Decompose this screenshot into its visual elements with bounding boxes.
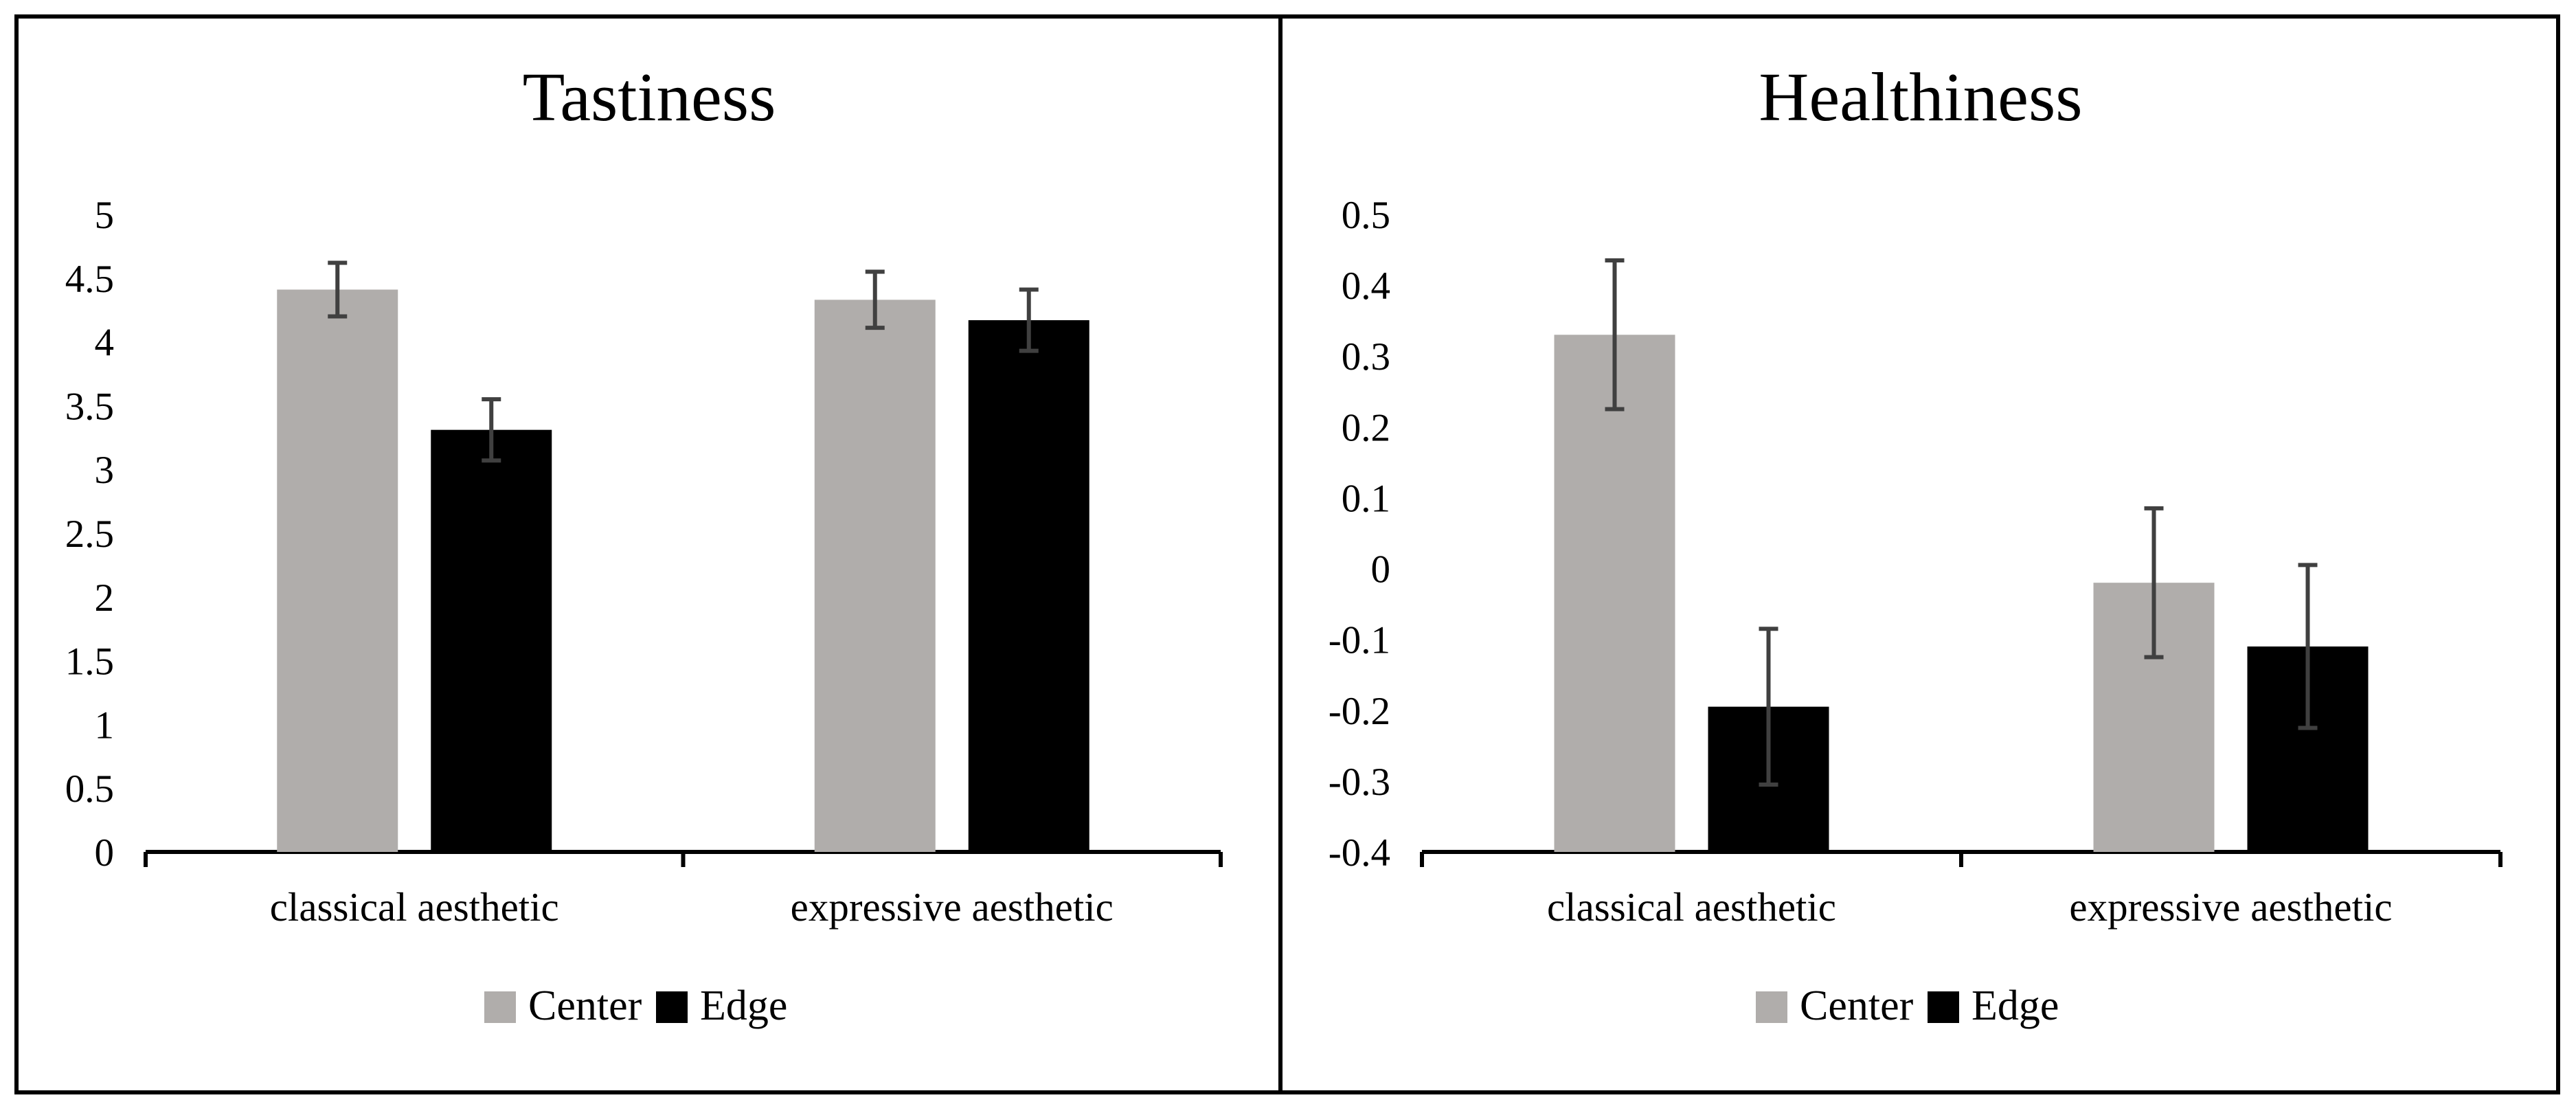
- legend-label-edge: Edge: [700, 982, 787, 1029]
- chart-title: Healthiness: [1759, 58, 2082, 135]
- y-tick-label: 1.5: [65, 640, 114, 684]
- legend-label-edge: Edge: [1971, 982, 2059, 1029]
- y-tick-label: 0.3: [1342, 335, 1390, 379]
- y-tick-label: 0.1: [1342, 477, 1390, 520]
- chart-title: Tastiness: [523, 58, 776, 135]
- y-tick-label: -0.2: [1329, 690, 1390, 733]
- bar-center: [1554, 335, 1675, 852]
- legend-swatch-center: [1756, 991, 1787, 1023]
- legend-label-center: Center: [1800, 982, 1914, 1029]
- legend: Center Edge: [484, 982, 787, 1029]
- y-tick-label: 0: [95, 831, 115, 875]
- y-tick-label: -0.3: [1329, 761, 1390, 804]
- legend: Center Edge: [1756, 982, 2059, 1029]
- y-tick-label: 5: [95, 194, 115, 237]
- x-category-label: expressive aesthetic: [2069, 884, 2392, 930]
- y-tick-label: 3.5: [65, 385, 114, 428]
- legend-swatch-center: [484, 991, 516, 1023]
- legend-swatch-edge: [656, 991, 688, 1023]
- y-tick-label: 0: [1371, 548, 1391, 592]
- x-category-label: classical aesthetic: [270, 884, 559, 930]
- y-tick-label: 3: [95, 449, 115, 492]
- x-category-label: classical aesthetic: [1547, 884, 1836, 930]
- y-tick-label: 2: [95, 576, 115, 620]
- y-tick-label: 0.5: [65, 767, 114, 811]
- legend-label-center: Center: [528, 982, 642, 1029]
- y-tick-label: 2.5: [65, 513, 114, 556]
- bar-center: [277, 289, 398, 852]
- legend-swatch-edge: [1928, 991, 1959, 1023]
- y-tick-label: 1: [95, 704, 115, 747]
- y-tick-label: -0.4: [1329, 831, 1390, 875]
- y-tick-label: 0.4: [1342, 265, 1390, 308]
- y-tick-label: 4.5: [65, 258, 114, 301]
- chart-panel-1: Tastiness 0 0.5 1 1.5 2 2.5 3 3.5 4 4.5 5 classical …: [14, 14, 1283, 1094]
- bar-center: [814, 300, 936, 852]
- chart-panels: Tastiness 0 0.5 1 1.5 2 2.5 3 3.5 4 4.5 5 classical …: [14, 14, 2560, 1094]
- y-tick-label: -0.1: [1329, 619, 1390, 662]
- y-tick-label: 4: [95, 322, 115, 365]
- bar-edge: [968, 320, 1089, 853]
- panel-frame: [1278, 14, 2560, 1094]
- chart-panel-2: Healthiness -0.4 -0.3 -0.2 -0.1 0 0.1 0.2 0.3 0.4…: [1278, 14, 2560, 1094]
- y-tick-label: 0.5: [1342, 194, 1390, 237]
- y-tick-label: 0.2: [1342, 406, 1390, 449]
- x-category-label: expressive aesthetic: [791, 884, 1114, 930]
- bar-edge: [431, 429, 552, 852]
